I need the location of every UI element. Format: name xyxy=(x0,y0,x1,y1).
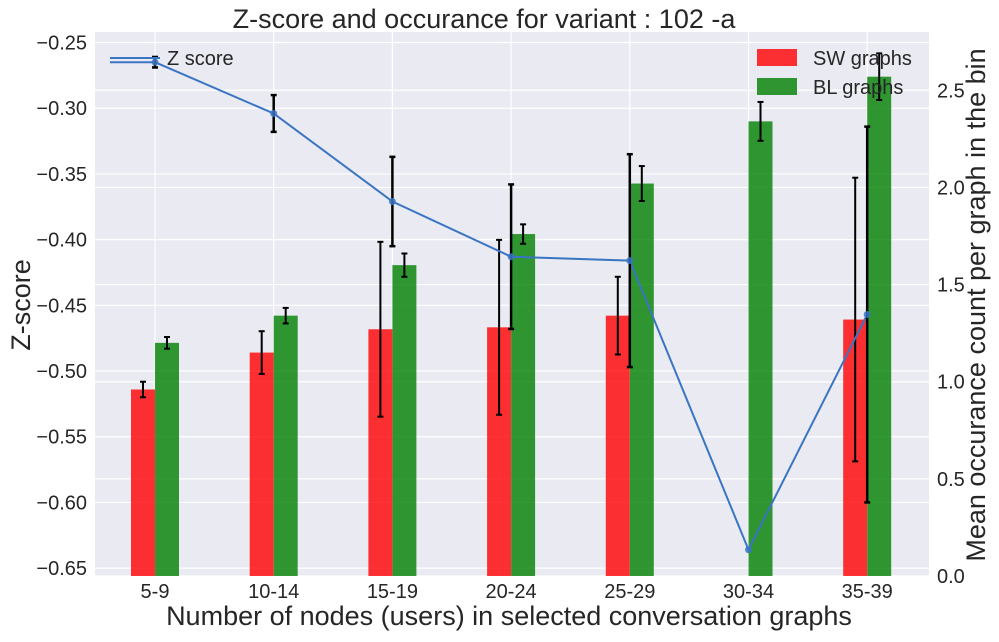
y2-tick-label: 0.0 xyxy=(937,566,965,588)
bar-sw xyxy=(605,315,630,576)
y2-tick-label: 0.5 xyxy=(937,469,965,491)
y2-axis-label: Mean occurance count per graph in the bi… xyxy=(961,48,991,561)
legend-bl-graphs: BL graphs xyxy=(813,77,903,99)
x-tick-label: 15-19 xyxy=(367,581,418,603)
legend-z-score: Z score xyxy=(167,48,234,70)
x-tick-label: 30-34 xyxy=(723,581,774,603)
bar-bl xyxy=(629,183,654,577)
left-axis-ticks: −0.25 −0.30 −0.35 −0.40 −0.45 −0.50 −0.55 −0.60… xyxy=(36,33,87,581)
bar-sw xyxy=(131,389,155,576)
bar-bl xyxy=(273,315,298,576)
x-tick-label: 20-24 xyxy=(486,581,537,603)
z-score-point xyxy=(151,58,159,66)
legend-right: SW graphs BL graphs xyxy=(757,48,912,99)
y-tick-label: −0.50 xyxy=(36,361,87,383)
legend-sw-graphs: SW graphs xyxy=(813,48,912,70)
y-tick-label: −0.60 xyxy=(36,492,87,514)
bar-bl xyxy=(392,265,417,576)
y-tick-label: −0.55 xyxy=(36,427,87,449)
y2-tick-label: 1.5 xyxy=(937,275,965,297)
bar-bl xyxy=(748,121,773,576)
z-score-point xyxy=(388,198,396,206)
y-tick-label: −0.45 xyxy=(36,295,87,317)
y-tick-label: −0.65 xyxy=(36,558,87,580)
bar-bl xyxy=(867,76,892,576)
y-tick-label: −0.35 xyxy=(36,164,87,186)
z-score-series xyxy=(110,55,871,554)
legend-bl-swatch xyxy=(757,78,797,95)
z-score-point xyxy=(270,109,278,117)
bar-series xyxy=(131,76,892,577)
right-axis-ticks: 0.0 0.5 1.0 1.5 2.0 2.5 xyxy=(937,80,965,588)
z-score-point xyxy=(626,257,634,265)
y2-tick-label: 1.0 xyxy=(937,372,965,394)
x-axis-ticks: 5-9 10-14 15-19 20-24 25-29 30-34 35-39 xyxy=(141,581,893,603)
z-score-point xyxy=(745,546,752,554)
chart-title: Z-score and occurance for variant : 102 … xyxy=(233,4,737,34)
x-tick-label: 35-39 xyxy=(842,581,893,603)
x-tick-label: 25-29 xyxy=(604,581,655,603)
x-tick-label: 10-14 xyxy=(248,581,299,603)
bar-bl xyxy=(155,342,179,576)
bar-sw xyxy=(249,352,274,576)
z-score-point xyxy=(507,253,515,261)
y-tick-label: −0.25 xyxy=(36,33,87,55)
bar-error-bars xyxy=(140,52,883,463)
y2-tick-label: 2.0 xyxy=(937,177,965,199)
legend-left: Z score xyxy=(110,48,234,70)
y-axis-label: Z-score xyxy=(6,259,36,351)
z-score-point xyxy=(863,311,871,319)
y-tick-label: −0.40 xyxy=(36,230,87,252)
legend-sw-swatch xyxy=(757,49,797,66)
x-tick-label: 5-9 xyxy=(141,581,170,603)
y2-tick-label: 2.5 xyxy=(937,80,965,102)
x-axis-label: Number of nodes (users) in selected conv… xyxy=(166,601,852,631)
bar-bl xyxy=(511,234,536,577)
y-tick-label: −0.30 xyxy=(36,98,87,120)
